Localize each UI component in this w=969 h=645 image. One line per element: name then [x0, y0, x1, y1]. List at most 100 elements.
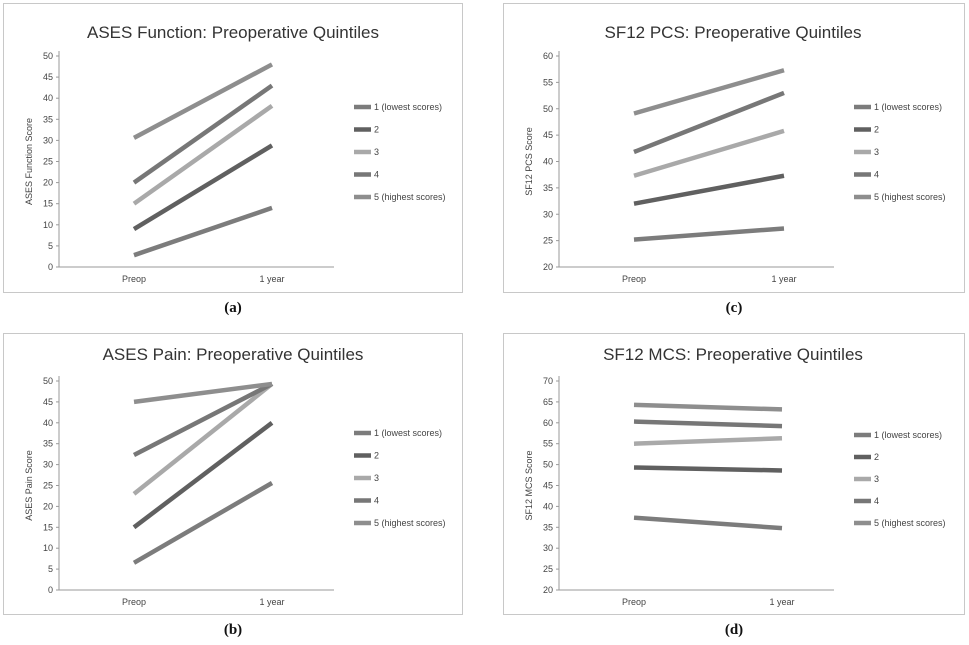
sf12-mcs-preoperative-quintiles-y-tick-label-50: 50: [543, 460, 553, 470]
sf12-pcs-preoperative-quintiles-series-line-1: [633, 226, 785, 242]
sf12-pcs-preoperative-quintiles-x-tick-label-1-year: 1 year: [771, 274, 796, 284]
sf12-pcs-preoperative-quintiles-series-line-2: [633, 173, 785, 206]
ases-pain-preoperative-quintiles-y-axis-label: ASES Pain Score: [24, 450, 34, 521]
ases-function-preoperative-quintiles-y-tick-label-10: 10: [43, 220, 53, 230]
ases-pain-preoperative-quintiles-legend-label-2: 2: [374, 451, 379, 461]
sf12-mcs-preoperative-quintiles-y-tick-label-60: 60: [543, 418, 553, 428]
sf12-pcs-preoperative-quintiles-legend-label-4: 4: [874, 170, 879, 180]
sf12-mcs-preoperative-quintiles-series-line-4: [633, 419, 783, 429]
ases-function-preoperative-quintiles-y-tick-label-50: 50: [43, 51, 53, 61]
chart-svg-sf12-mcs: SF12 MCS: Preoperative Quintiles SF12 MCS…: [524, 345, 946, 607]
ases-function-preoperative-quintiles-legend-label-5: 5 (highest scores): [374, 192, 446, 202]
sf12-pcs-preoperative-quintiles-series-line-3: [633, 128, 785, 178]
ases-function-preoperative-quintiles-y-tick-label-45: 45: [43, 72, 53, 82]
sf12-mcs-preoperative-quintiles-y-tick-label-45: 45: [543, 481, 553, 491]
sf12-mcs-preoperative-quintiles-title: SF12 MCS: Preoperative Quintiles: [603, 345, 863, 364]
sf12-mcs-preoperative-quintiles-y-tick-label-65: 65: [543, 397, 553, 407]
ases-pain-preoperative-quintiles-title: ASES Pain: Preoperative Quintiles: [103, 345, 364, 364]
ases-pain-preoperative-quintiles-series-line-4: [132, 381, 274, 457]
ases-function-preoperative-quintiles-legend-label-2: 2: [374, 125, 379, 135]
sf12-mcs-preoperative-quintiles-legend-label-1: 1 (lowest scores): [874, 430, 942, 440]
ases-function-preoperative-quintiles-y-axis-label: ASES Function Score: [24, 118, 34, 205]
ases-pain-preoperative-quintiles-y-tick-label-15: 15: [43, 522, 53, 532]
chart-panel-ases-pain: ASES Pain: Preoperative Quintiles ASES Pa…: [3, 333, 463, 615]
ases-pain-preoperative-quintiles-y-tick-label-20: 20: [43, 501, 53, 511]
ases-function-preoperative-quintiles-y-tick-label-5: 5: [48, 241, 53, 251]
sf12-pcs-preoperative-quintiles-title: SF12 PCS: Preoperative Quintiles: [604, 23, 861, 42]
sf12-mcs-preoperative-quintiles-legend-label-5: 5 (highest scores): [874, 518, 946, 528]
ases-function-preoperative-quintiles-legend-label-1: 1 (lowest scores): [374, 102, 442, 112]
sf12-pcs-preoperative-quintiles-legend-label-5: 5 (highest scores): [874, 192, 946, 202]
sf12-mcs-preoperative-quintiles-y-axis-label: SF12 MCS Score: [524, 450, 534, 520]
ases-function-preoperative-quintiles-y-tick-label-35: 35: [43, 114, 53, 124]
ases-function-preoperative-quintiles-legend-label-4: 4: [374, 170, 379, 180]
sf12-pcs-preoperative-quintiles-y-tick-label-50: 50: [543, 104, 553, 114]
chart-svg-ases-pain: ASES Pain: Preoperative Quintiles ASES Pa…: [24, 345, 446, 607]
chart-caption-a: (a): [224, 300, 242, 316]
ases-function-preoperative-quintiles-series-line-1: [133, 205, 273, 258]
ases-pain-preoperative-quintiles-y-tick-label-5: 5: [48, 564, 53, 574]
ases-function-preoperative-quintiles-series-line-5: [132, 62, 274, 140]
ases-pain-preoperative-quintiles-x-tick-label-preop: Preop: [122, 597, 146, 607]
chart-svg-sf12-pcs: SF12 PCS: Preoperative Quintiles SF12 PCS…: [524, 23, 946, 284]
chart-panel-ases-function: ASES Function: Preoperative Quintiles ASE…: [3, 3, 463, 293]
sf12-mcs-preoperative-quintiles-y-tick-label-55: 55: [543, 439, 553, 449]
sf12-mcs-preoperative-quintiles-y-tick-label-70: 70: [543, 376, 553, 386]
sf12-pcs-preoperative-quintiles-y-axis-label: SF12 PCS Score: [524, 127, 534, 196]
ases-function-preoperative-quintiles-y-tick-label-25: 25: [43, 157, 53, 167]
sf12-mcs-preoperative-quintiles-series-line-5: [633, 402, 783, 412]
ases-pain-preoperative-quintiles-x-tick-label-1-year: 1 year: [259, 597, 284, 607]
sf12-pcs-preoperative-quintiles-y-tick-label-45: 45: [543, 130, 553, 140]
sf12-mcs-preoperative-quintiles-x-tick-label-1-year: 1 year: [769, 597, 794, 607]
sf12-mcs-preoperative-quintiles-legend-label-4: 4: [874, 496, 879, 506]
ases-pain-preoperative-quintiles-legend-label-5: 5 (highest scores): [374, 518, 446, 528]
ases-function-preoperative-quintiles-legend-label-3: 3: [374, 147, 379, 157]
ases-function-preoperative-quintiles-y-tick-label-15: 15: [43, 199, 53, 209]
sf12-pcs-preoperative-quintiles-legend-label-1: 1 (lowest scores): [874, 102, 942, 112]
chart-caption-b: (b): [223, 622, 243, 638]
ases-pain-preoperative-quintiles-y-tick-label-50: 50: [43, 376, 53, 386]
ases-pain-preoperative-quintiles-legend-label-3: 3: [374, 473, 379, 483]
sf12-mcs-preoperative-quintiles-series-line-2: [633, 465, 783, 473]
sf12-mcs-preoperative-quintiles-y-tick-label-20: 20: [543, 585, 553, 595]
ases-function-preoperative-quintiles-y-tick-label-30: 30: [43, 135, 53, 145]
sf12-pcs-preoperative-quintiles-series-line-5: [633, 68, 785, 116]
sf12-pcs-preoperative-quintiles-y-tick-label-55: 55: [543, 77, 553, 87]
chart-svg-ases-function: ASES Function: Preoperative Quintiles ASE…: [24, 23, 446, 284]
ases-function-preoperative-quintiles-x-tick-label-preop: Preop: [122, 274, 146, 284]
ases-function-preoperative-quintiles-series-line-4: [132, 83, 274, 185]
sf12-pcs-preoperative-quintiles-legend-label-2: 2: [874, 125, 879, 135]
sf12-mcs-preoperative-quintiles-y-tick-label-35: 35: [543, 522, 553, 532]
ases-function-preoperative-quintiles-title: ASES Function: Preoperative Quintiles: [87, 23, 379, 42]
ases-function-preoperative-quintiles-y-tick-label-20: 20: [43, 178, 53, 188]
ases-pain-preoperative-quintiles-y-tick-label-45: 45: [43, 397, 53, 407]
ases-pain-preoperative-quintiles-series-line-3: [132, 382, 274, 496]
sf12-pcs-preoperative-quintiles-y-tick-label-35: 35: [543, 183, 553, 193]
sf12-mcs-preoperative-quintiles-y-tick-label-30: 30: [543, 543, 553, 553]
ases-pain-preoperative-quintiles-y-tick-label-30: 30: [43, 460, 53, 470]
sf12-pcs-preoperative-quintiles-y-tick-label-60: 60: [543, 51, 553, 61]
ases-pain-preoperative-quintiles-series-line-1: [132, 481, 274, 565]
sf12-pcs-preoperative-quintiles-y-tick-label-20: 20: [543, 262, 553, 272]
ases-function-preoperative-quintiles-y-tick-label-40: 40: [43, 93, 53, 103]
sf12-pcs-preoperative-quintiles-x-tick-label-preop: Preop: [622, 274, 646, 284]
sf12-pcs-preoperative-quintiles-series-line-4: [633, 90, 785, 155]
sf12-pcs-preoperative-quintiles-legend-label-3: 3: [874, 147, 879, 157]
sf12-mcs-preoperative-quintiles-y-tick-label-25: 25: [543, 564, 553, 574]
sf12-mcs-preoperative-quintiles-series-line-1: [633, 515, 783, 531]
ases-pain-preoperative-quintiles-legend-label-4: 4: [374, 496, 379, 506]
ases-pain-preoperative-quintiles-y-tick-label-40: 40: [43, 418, 53, 428]
chart-caption-d: (d): [724, 622, 744, 638]
ases-pain-preoperative-quintiles-legend-label-1: 1 (lowest scores): [374, 428, 442, 438]
sf12-mcs-preoperative-quintiles-y-tick-label-40: 40: [543, 501, 553, 511]
sf12-mcs-preoperative-quintiles-legend-label-2: 2: [874, 452, 879, 462]
ases-pain-preoperative-quintiles-y-tick-label-10: 10: [43, 543, 53, 553]
sf12-pcs-preoperative-quintiles-y-tick-label-25: 25: [543, 236, 553, 246]
chart-panel-sf12-pcs: SF12 PCS: Preoperative Quintiles SF12 PCS…: [503, 3, 965, 293]
sf12-mcs-preoperative-quintiles-x-tick-label-preop: Preop: [622, 597, 646, 607]
ases-pain-preoperative-quintiles-y-tick-label-0: 0: [48, 585, 53, 595]
ases-pain-preoperative-quintiles-series-line-2: [132, 421, 274, 530]
chart-panel-sf12-mcs: SF12 MCS: Preoperative Quintiles SF12 MCS…: [503, 333, 965, 615]
ases-pain-preoperative-quintiles-series-line-5: [133, 381, 273, 405]
sf12-mcs-preoperative-quintiles-series-line-3: [633, 436, 783, 446]
